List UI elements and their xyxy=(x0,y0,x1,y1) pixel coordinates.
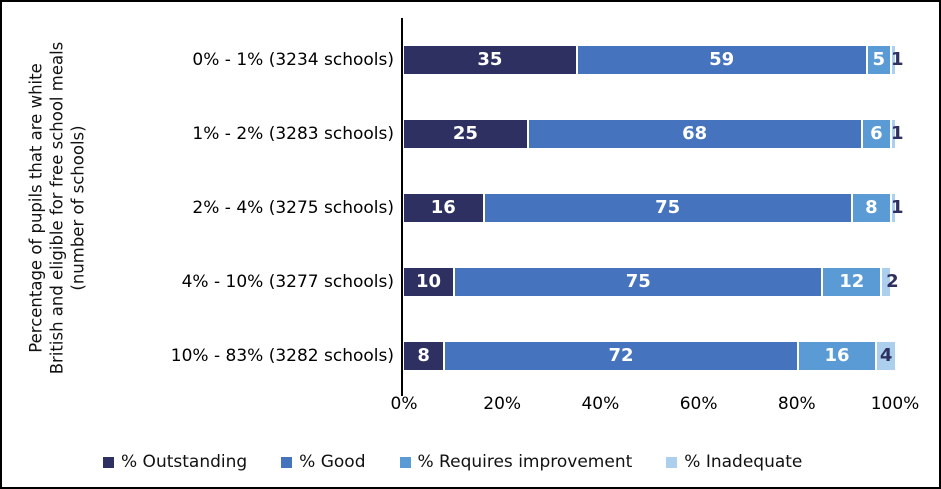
x-tick-label: 100% xyxy=(870,394,920,414)
legend-label: % Outstanding xyxy=(121,452,248,472)
legend-label: % Inadequate xyxy=(684,452,803,472)
x-tick-label: 20% xyxy=(483,394,522,414)
category-label: 1% - 2% (3283 schools) xyxy=(192,124,394,144)
data-label: 59 xyxy=(709,49,735,70)
bar-segment-inadequate xyxy=(880,268,891,296)
category-label: 0% - 1% (3234 schools) xyxy=(192,50,394,70)
bar-segment-requires-improvement: 6 xyxy=(860,120,891,148)
data-label: 8 xyxy=(417,345,430,366)
bar-row: 10% - 83% (3282 schools) 8 72 16 4 xyxy=(2,342,939,370)
bar-row: 4% - 10% (3277 schools) 10 75 12 2 xyxy=(2,268,939,296)
bar-segment-good: 68 xyxy=(526,120,861,148)
data-label: 75 xyxy=(625,271,651,292)
bar-row: 0% - 1% (3234 schools) 35 59 5 1 xyxy=(2,46,939,74)
x-tick-label: 40% xyxy=(581,394,620,414)
bar-segment-outstanding: 35 xyxy=(404,46,576,74)
legend-item: % Good xyxy=(281,452,366,472)
stacked-bar: 35 59 5 1 xyxy=(404,46,904,74)
bar-row: 1% - 2% (3283 schools) 25 68 6 1 xyxy=(2,120,939,148)
data-label: 16 xyxy=(824,345,850,366)
bar-segment-outstanding: 10 xyxy=(404,268,454,296)
data-label: 25 xyxy=(452,123,478,144)
data-label: 16 xyxy=(430,197,456,218)
vertical-axis-line xyxy=(401,18,403,396)
category-label: 10% - 83% (3282 schools) xyxy=(170,346,394,366)
bar-segment-inadequate xyxy=(890,120,895,148)
data-label: 5 xyxy=(872,49,886,70)
bar-segment-good: 72 xyxy=(443,342,797,370)
stacked-bar: 25 68 6 1 xyxy=(404,120,904,148)
stacked-bar: 8 72 16 4 xyxy=(404,342,895,370)
stacked-bar: 16 75 8 1 xyxy=(404,194,904,222)
bar-segment-requires-improvement: 12 xyxy=(821,268,881,296)
bar-segment-requires-improvement: 8 xyxy=(850,194,891,222)
stacked-bar: 10 75 12 2 xyxy=(404,268,899,296)
data-label: 2 xyxy=(886,271,899,292)
legend-label: % Requires improvement xyxy=(417,452,633,472)
data-label: 10 xyxy=(416,271,442,292)
x-axis-tick-labels: 0% 20% 40% 60% 80% 100% xyxy=(2,394,939,418)
data-label: 12 xyxy=(839,271,865,292)
x-tick-label: 60% xyxy=(679,394,718,414)
legend-label: % Good xyxy=(299,452,366,472)
bar-segment-good: 75 xyxy=(482,194,851,222)
data-label: 1 xyxy=(891,123,904,144)
bar-segment-inadequate: 4 xyxy=(875,342,895,370)
legend-swatch-icon xyxy=(103,456,114,468)
category-label: 4% - 10% (3277 schools) xyxy=(181,272,394,292)
legend-item: % Outstanding xyxy=(103,452,247,472)
data-label: 35 xyxy=(477,49,503,70)
data-label: 1 xyxy=(891,49,904,70)
bar-segment-good: 59 xyxy=(575,46,866,74)
data-label: 8 xyxy=(865,197,878,218)
bar-segment-good: 75 xyxy=(453,268,822,296)
legend-swatch-icon xyxy=(281,456,293,468)
x-tick-label: 0% xyxy=(390,394,418,414)
bar-segment-inadequate xyxy=(890,194,895,222)
bar-segment-outstanding: 25 xyxy=(404,120,527,148)
bar-segment-outstanding: 8 xyxy=(404,342,444,370)
bar-segment-requires-improvement: 16 xyxy=(796,342,876,370)
x-tick-label: 80% xyxy=(777,394,816,414)
data-label: 1 xyxy=(891,197,904,218)
data-label: 75 xyxy=(655,197,681,218)
bar-segment-inadequate xyxy=(890,46,895,74)
data-label: 4 xyxy=(879,345,893,366)
data-label: 68 xyxy=(682,123,708,144)
bar-segment-requires-improvement: 5 xyxy=(865,46,891,74)
data-label: 72 xyxy=(608,345,634,366)
bar-row: 2% - 4% (3275 schools) 16 75 8 1 xyxy=(2,194,939,222)
legend-swatch-icon xyxy=(399,456,411,468)
legend-swatch-icon xyxy=(666,456,678,468)
legend-item: % Requires improvement xyxy=(399,452,633,472)
bar-segment-outstanding: 16 xyxy=(404,194,483,222)
legend: % Outstanding % Good % Requires improvemen… xyxy=(2,449,939,475)
legend-item: % Inadequate xyxy=(666,452,802,472)
data-label: 6 xyxy=(870,123,883,144)
category-label: 2% - 4% (3275 schools) xyxy=(192,198,394,218)
